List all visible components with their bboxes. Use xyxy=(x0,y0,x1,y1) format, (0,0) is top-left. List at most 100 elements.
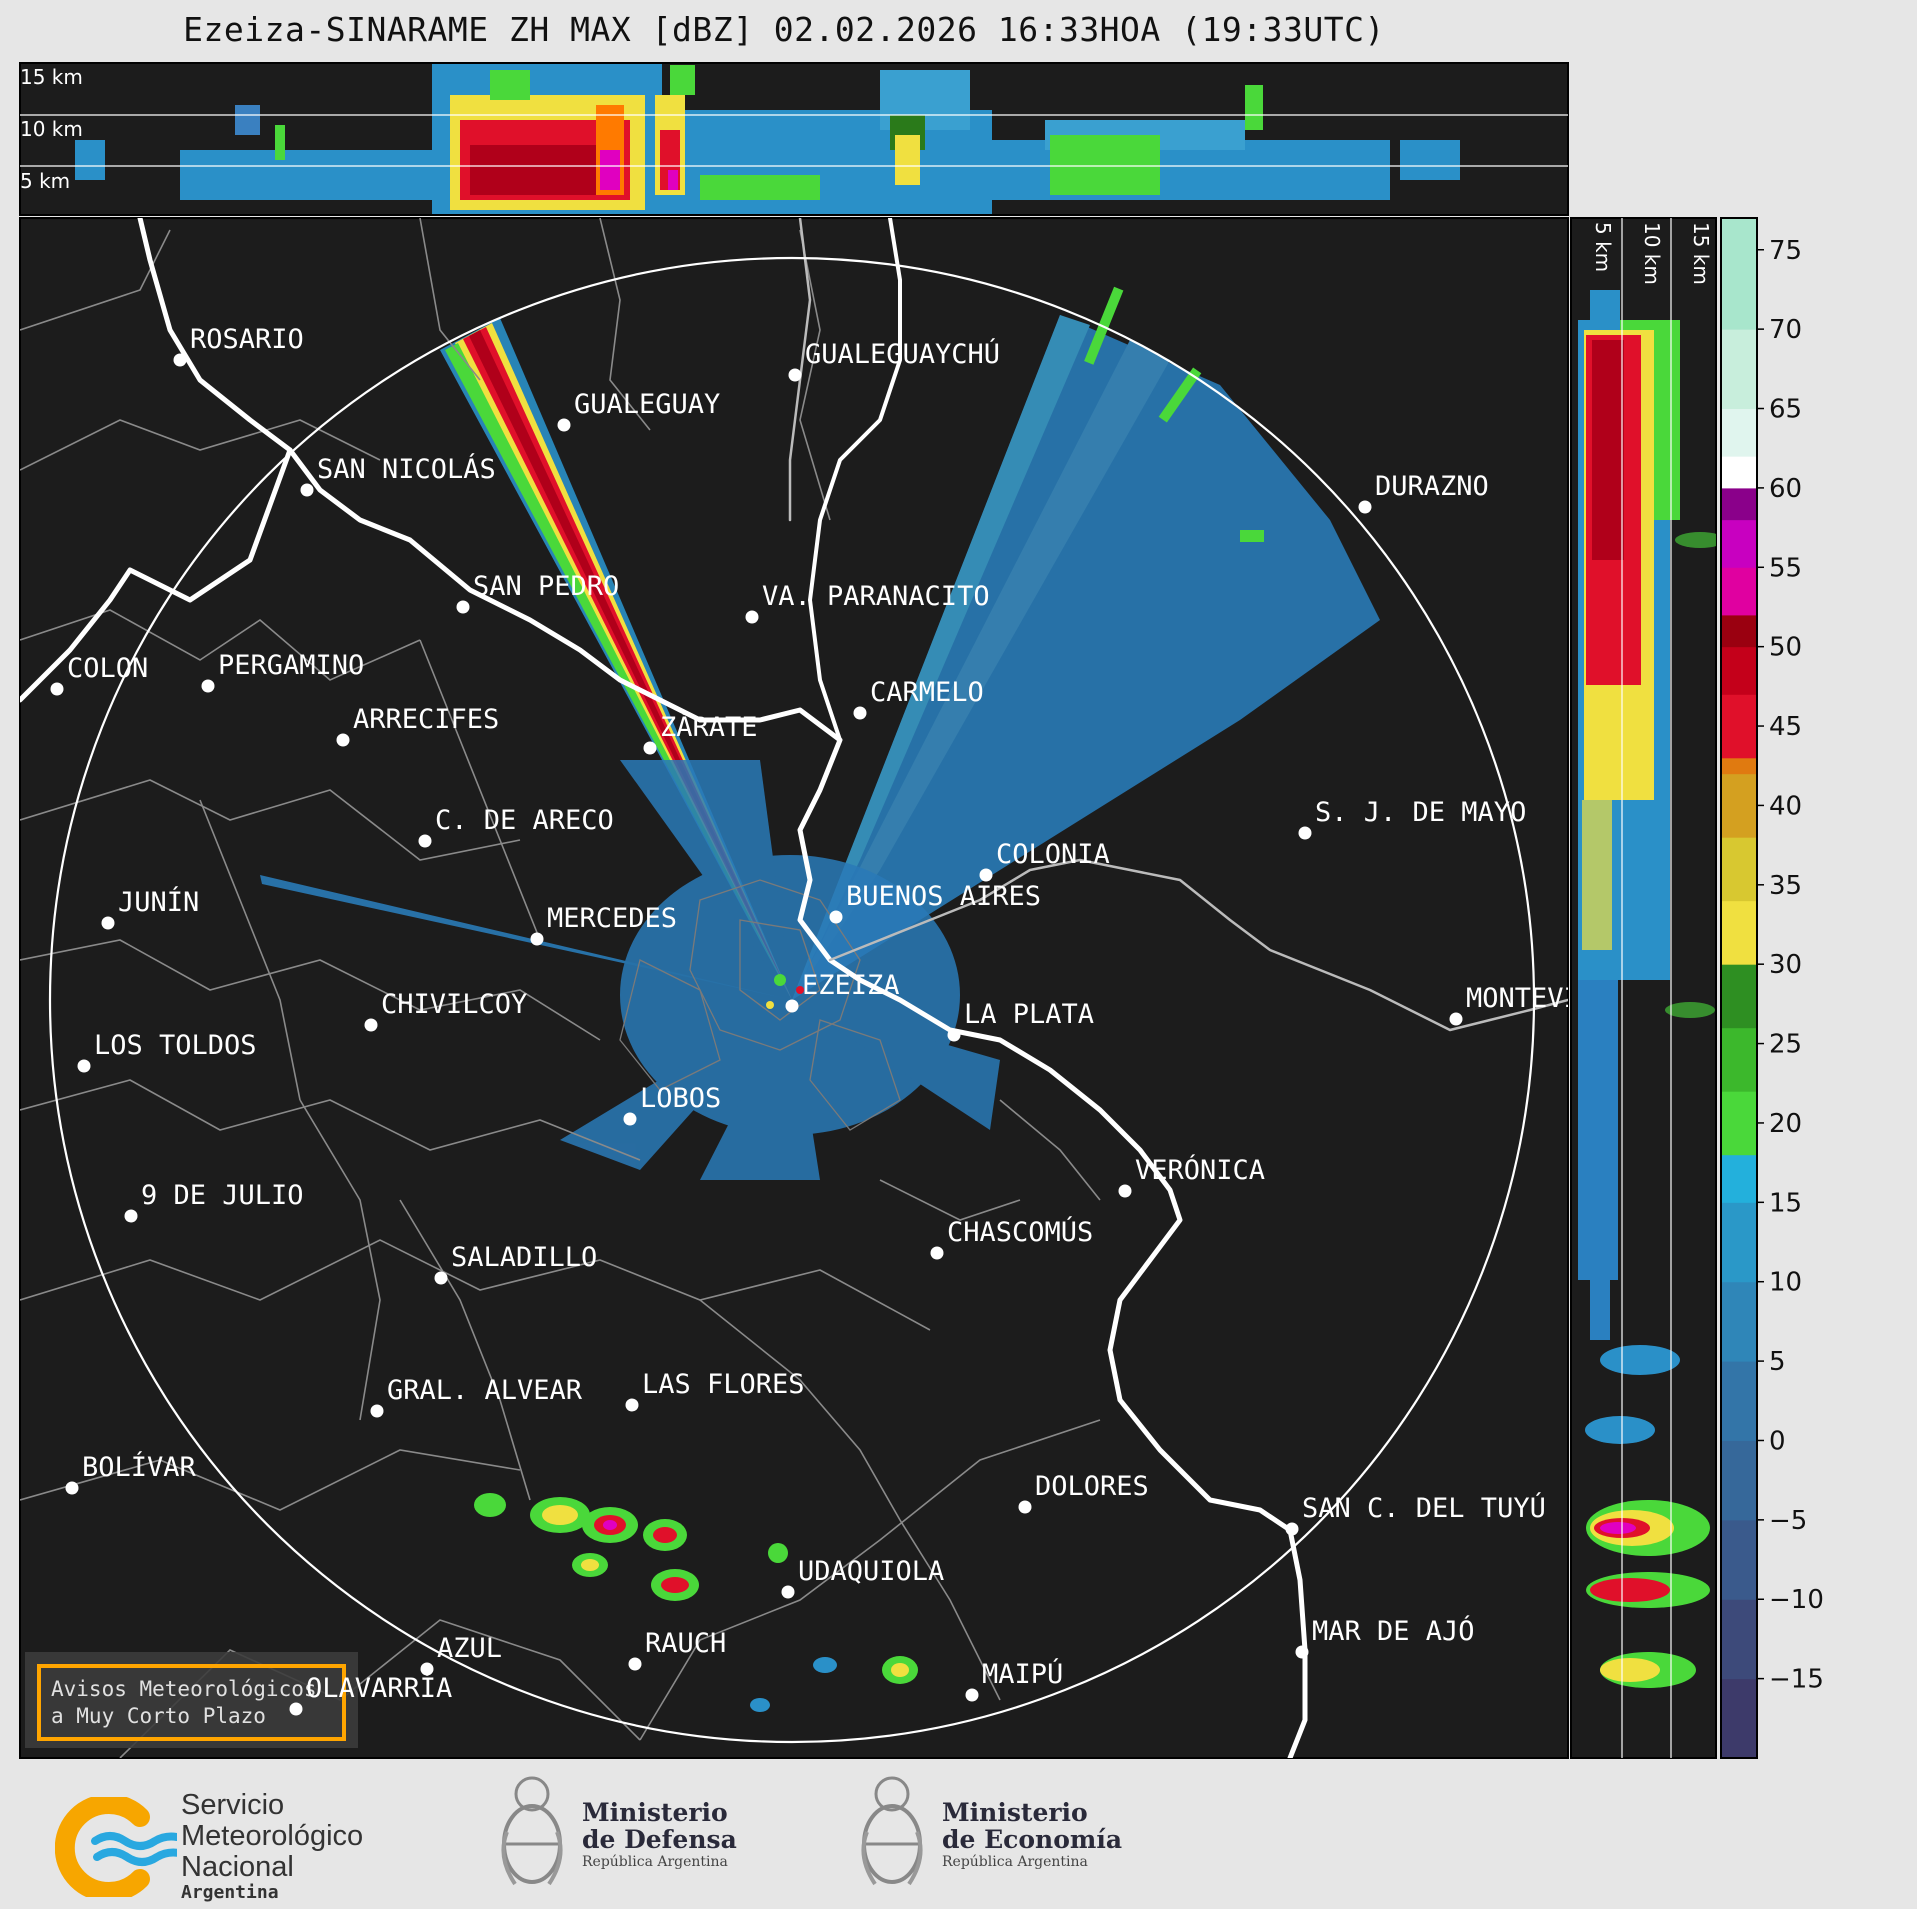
smn-logo-block[interactable]: Servicio Meteorológico Nacional Argentin… xyxy=(55,1790,363,1903)
city-marker[interactable]: MERCEDES xyxy=(530,903,678,946)
city-marker[interactable]: DOLORES xyxy=(1018,1471,1149,1514)
city-marker[interactable]: C. DE ARECO xyxy=(418,805,614,848)
city-dot xyxy=(965,1688,979,1702)
smn-line-2: Meteorológico xyxy=(181,1820,364,1852)
city-marker[interactable]: LAS FLORES xyxy=(625,1369,805,1412)
colorbar-band xyxy=(1721,1027,1757,1092)
city-marker[interactable]: LOS TOLDOS xyxy=(77,1030,257,1073)
alert-badge[interactable]: Avisos Meteorológicos a Muy Corto Plazo xyxy=(25,1652,358,1748)
city-dot xyxy=(336,733,350,747)
colorbar-tick-label: 60 xyxy=(1769,474,1802,504)
city-marker[interactable]: BUENOS AIRES xyxy=(829,881,1042,924)
city-label: COLONIA xyxy=(996,839,1110,870)
city-dot xyxy=(456,600,470,614)
colorbar-band xyxy=(1721,519,1757,568)
city-dot xyxy=(434,1271,448,1285)
city-marker[interactable]: EZEIZA xyxy=(785,970,900,1013)
colorbar-band xyxy=(1721,218,1757,330)
city-dot xyxy=(1298,826,1312,840)
city-marker[interactable]: SALADILLO xyxy=(434,1242,598,1285)
smn-line-4: Argentina xyxy=(181,1882,279,1903)
defensa-logo-block[interactable]: Ministerio de Defensa República Argentin… xyxy=(495,1772,737,1897)
city-marker[interactable]: OLAVARRÍA xyxy=(289,1672,453,1716)
city-dot xyxy=(947,1028,961,1042)
city-label: EZEIZA xyxy=(802,970,900,1001)
colorbar-tick-label: 45 xyxy=(1769,712,1802,742)
city-marker[interactable]: ROSARIO xyxy=(173,324,304,367)
city-marker[interactable]: ARRECIFES xyxy=(336,704,500,747)
city-dot xyxy=(124,1209,138,1223)
colorbar-tick-label: 20 xyxy=(1769,1109,1802,1139)
city-marker[interactable]: BOLÍVAR xyxy=(65,1451,197,1495)
city-dot xyxy=(1018,1500,1032,1514)
echo-northeast-fan xyxy=(792,315,1380,1000)
city-marker[interactable]: VA. PARANACITO xyxy=(745,581,990,624)
economia-line-3: República Argentina xyxy=(942,1853,1088,1870)
city-dot xyxy=(300,483,314,497)
city-marker[interactable]: SAN NICOLÁS xyxy=(300,453,496,497)
city-label: GUALEGUAYCHÚ xyxy=(805,338,1000,370)
city-dot xyxy=(623,1112,637,1126)
colorbar-band xyxy=(1721,1361,1757,1441)
city-marker[interactable]: CARMELO xyxy=(853,677,984,720)
city-marker[interactable]: CHIVILCOY xyxy=(364,989,528,1032)
city-dot xyxy=(77,1059,91,1073)
city-marker[interactable]: VERÓNICA xyxy=(1118,1154,1266,1198)
city-marker[interactable]: RAUCH xyxy=(628,1628,727,1671)
top-height-label: 15 km xyxy=(20,65,83,89)
city-marker[interactable]: COLON xyxy=(50,653,149,696)
colorbar-band xyxy=(1721,1519,1757,1600)
colorbar-band xyxy=(1721,964,1757,1029)
city-label: MAR DE AJÓ xyxy=(1312,1615,1475,1647)
colorbar-tick-label: 40 xyxy=(1769,791,1802,821)
city-label: MONTEVIDEO xyxy=(1466,983,1629,1014)
smn-line-3: Nacional xyxy=(181,1851,294,1883)
colorbar-band xyxy=(1721,1678,1757,1759)
city-marker[interactable]: GRAL. ALVEAR xyxy=(370,1375,583,1418)
city-label: UDAQUIOLA xyxy=(798,1556,944,1587)
city-marker[interactable]: CHASCOMÚS xyxy=(930,1216,1094,1260)
city-marker[interactable]: GUALEGUAY xyxy=(557,389,721,432)
colorbar-band xyxy=(1721,837,1757,902)
colorbar-band xyxy=(1721,1281,1757,1362)
city-marker[interactable]: MAR DE AJÓ xyxy=(1295,1615,1475,1659)
city-label: S. J. DE MAYO xyxy=(1315,797,1526,828)
city-marker[interactable]: MAIPÚ xyxy=(965,1658,1064,1702)
colorbar-band xyxy=(1721,900,1757,965)
city-marker[interactable]: UDAQUIOLA xyxy=(781,1556,945,1599)
city-label: ZÁRATE xyxy=(660,711,758,743)
sponsor-footer: Servicio Meteorológico Nacional Argentin… xyxy=(0,1760,1917,1909)
city-marker[interactable]: GUALEGUAYCHÚ xyxy=(788,338,1001,382)
city-marker[interactable]: AZUL xyxy=(420,1633,503,1676)
city-marker[interactable]: 9 DE JULIO xyxy=(124,1180,304,1223)
colorbar-band xyxy=(1721,1599,1757,1680)
city-marker[interactable]: LA PLATA xyxy=(947,999,1095,1042)
economia-line-2: de Economía xyxy=(942,1824,1123,1854)
city-marker[interactable]: DURAZNO xyxy=(1358,471,1489,514)
city-marker[interactable]: S. J. DE MAYO xyxy=(1298,797,1527,840)
city-marker[interactable]: LOBOS xyxy=(623,1083,722,1126)
colorbar-band xyxy=(1721,1440,1757,1521)
city-marker[interactable]: SAN C. DEL TUYÚ xyxy=(1285,1492,1546,1536)
city-label: DURAZNO xyxy=(1375,471,1489,502)
defensa-line-2: de Defensa xyxy=(582,1824,737,1854)
city-marker[interactable]: COLONIA xyxy=(979,839,1110,882)
city-dot xyxy=(745,610,759,624)
economia-logo-block[interactable]: Ministerio de Economía República Argenti… xyxy=(855,1772,1122,1897)
colorbar-tick-label: −5 xyxy=(1769,1506,1807,1536)
city-dot xyxy=(173,353,187,367)
colorbar-band xyxy=(1721,1091,1757,1156)
city-marker[interactable]: JUNÍN xyxy=(101,886,200,930)
city-label: AZUL xyxy=(437,1633,502,1664)
city-marker[interactable]: PERGAMINO xyxy=(201,650,365,693)
city-dot xyxy=(201,679,215,693)
side-cross-section-panel: 5 km 10 km 15 km xyxy=(1570,217,1717,1759)
city-marker[interactable]: ZÁRATE xyxy=(643,711,758,755)
city-marker[interactable]: SAN PEDRO xyxy=(456,571,620,614)
city-dot xyxy=(930,1246,944,1260)
colorbar-band xyxy=(1721,614,1757,648)
city-marker[interactable]: MONTEVIDEO xyxy=(1449,983,1629,1026)
city-dot xyxy=(628,1657,642,1671)
city-label: PERGAMINO xyxy=(218,650,364,681)
